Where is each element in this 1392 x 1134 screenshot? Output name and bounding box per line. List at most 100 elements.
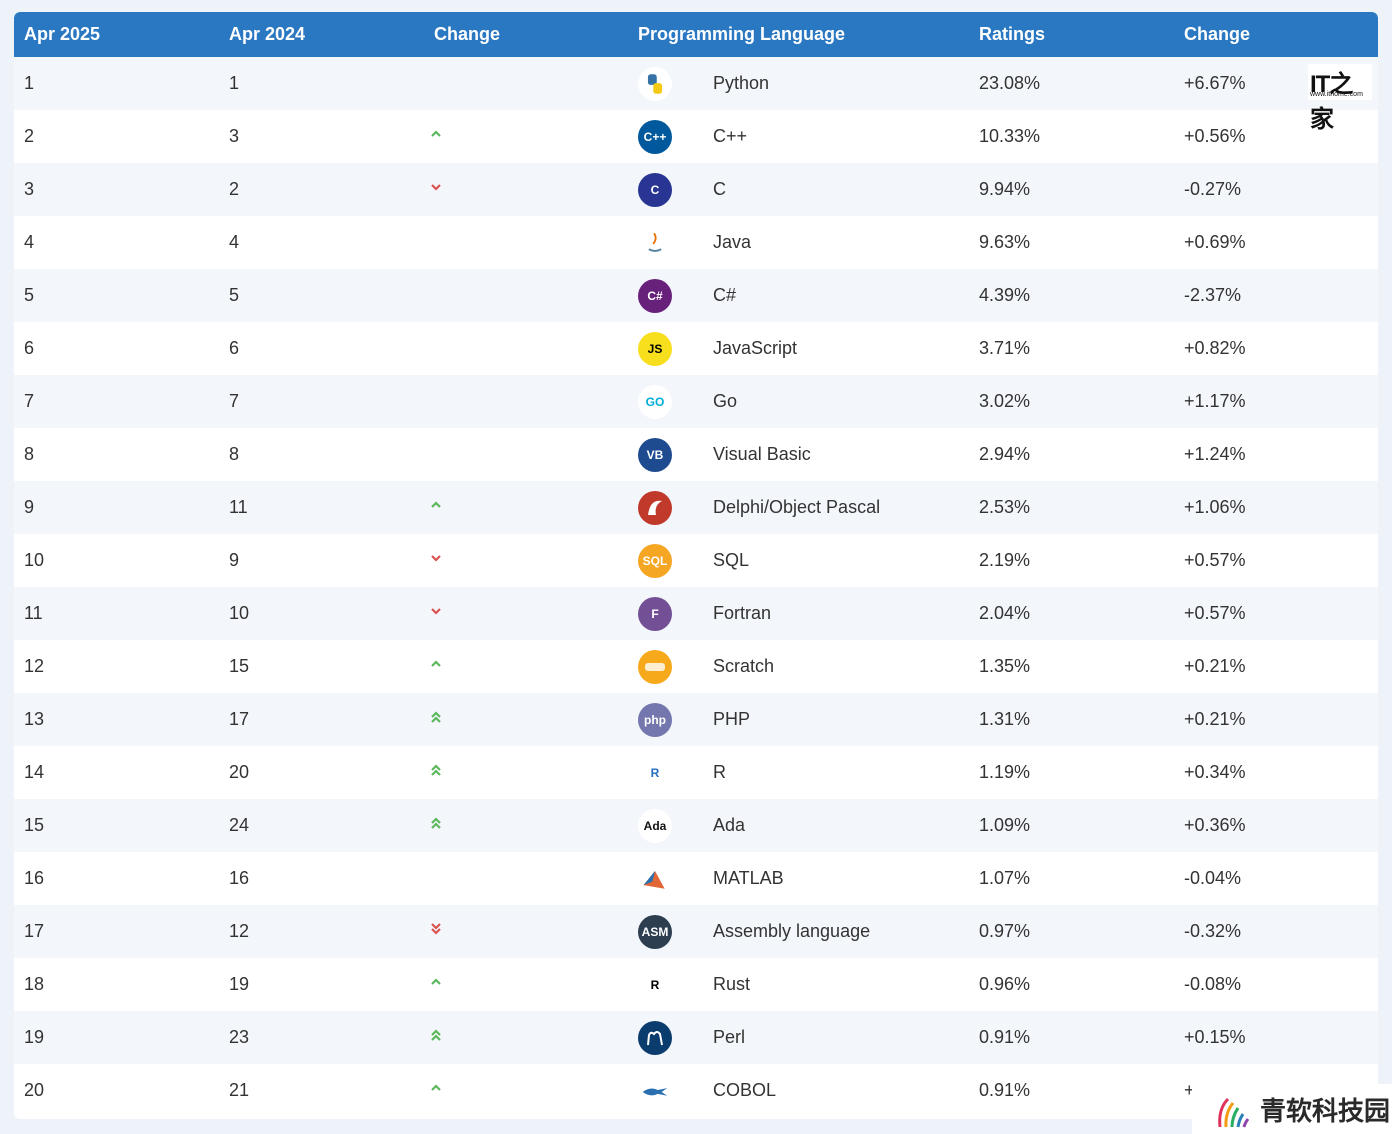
rating-value: 4.39% [979,285,1031,305]
trend-cell [424,972,629,997]
table-row: 7 7 GO Go 3.02% +1.17% [14,375,1378,428]
visual-basic-icon: VB [638,437,672,472]
rating-value: 2.19% [979,550,1031,570]
delphi-icon [638,490,672,525]
rank-previous: 6 [229,338,240,358]
ranking-table: Apr 2025 Apr 2024 Change Programming Lan… [14,12,1378,1119]
scratch-icon [638,649,672,684]
rank-previous: 8 [229,444,240,464]
site-logo-icon [1218,1097,1250,1128]
language-cell: R Rust [629,967,970,1002]
trend-cell [424,1078,629,1103]
table-row: 11 10 F Fortran 2.04% +0.57% [14,587,1378,640]
table-row: 17 12 ASM Assembly language 0.97% -0.32% [14,905,1378,958]
change-value: +0.21% [1184,656,1246,676]
language-name: JavaScript [713,338,798,358]
rating-value: 1.09% [979,815,1031,835]
language-cell: MATLAB [629,861,970,896]
trend-cell [424,601,629,626]
table-row: 4 4 Java 9.63% +0.69% [14,216,1378,269]
rating-value: 1.31% [979,709,1031,729]
change-value: +0.82% [1184,338,1246,358]
change-value: +6.67% [1184,73,1246,93]
language-name: C++ [713,126,748,146]
rank-previous: 2 [229,179,240,199]
language-name: Fortran [713,603,772,623]
language-cell: Python [629,66,970,101]
rank-current: 10 [24,550,45,570]
language-name: R [713,762,726,782]
header-change-percent[interactable]: Change [1184,24,1251,44]
header-ratings[interactable]: Ratings [979,24,1046,44]
header-language[interactable]: Programming Language [638,24,846,44]
language-name: Go [713,391,738,411]
rank-previous: 19 [229,974,250,994]
language-name: Perl [713,1027,746,1047]
table-row: 19 23 Perl 0.91% +0.15% [14,1011,1378,1064]
rank-previous: 5 [229,285,240,305]
language-cell: F Fortran [629,596,970,631]
table-row: 6 6 JS JavaScript 3.71% +0.82% [14,322,1378,375]
change-value: +0.21% [1184,709,1246,729]
table-row: 9 11 Delphi/Object Pascal 2.53% +1.06% [14,481,1378,534]
rating-value: 9.94% [979,179,1031,199]
table-row: 1 1 Python 23.08% +6.67% [14,57,1378,110]
language-cell: GO Go [629,384,970,419]
rating-value: 3.02% [979,391,1031,411]
trend-cell [424,813,629,838]
rating-value: 1.35% [979,656,1031,676]
change-value: -0.04% [1184,868,1242,888]
java-icon [638,225,672,260]
change-value: +0.69% [1184,232,1246,252]
arrow-down-icon [426,177,446,197]
arrow-up-icon [426,1025,446,1045]
language-cell: Scratch [629,649,970,684]
language-cell: COBOL [629,1073,970,1108]
table-row: 15 24 Ada Ada 1.09% +0.36% [14,799,1378,852]
language-name: C [713,179,726,199]
language-name: Java [713,232,752,252]
rank-current: 9 [24,497,35,517]
header-apr-2025[interactable]: Apr 2025 [24,24,101,44]
change-value: +0.57% [1184,603,1246,623]
rating-value: 0.91% [979,1080,1031,1100]
trend-cell [424,760,629,785]
language-cell: SQL SQL [629,543,970,578]
rank-current: 19 [24,1027,45,1047]
change-value: +1.17% [1184,391,1246,411]
change-value: +0.36% [1184,815,1246,835]
arrow-up-icon [426,972,446,992]
language-name: COBOL [713,1080,777,1100]
trend-cell [424,919,629,944]
table-row: 14 20 R R 1.19% +0.34% [14,746,1378,799]
rank-previous: 12 [229,921,250,941]
header-change[interactable]: Change [434,24,501,44]
header-apr-2024[interactable]: Apr 2024 [229,24,306,44]
change-value: +1.06% [1184,497,1246,517]
arrow-down-icon [426,919,446,939]
language-name: PHP [713,709,751,729]
language-cell: R R [629,755,970,790]
perl-icon [638,1020,672,1055]
rank-current: 13 [24,709,45,729]
language-name: Python [713,73,770,93]
rating-value: 0.97% [979,921,1031,941]
rank-previous: 23 [229,1027,250,1047]
rating-value: 2.04% [979,603,1031,623]
language-name: Ada [713,815,746,835]
language-cell: php PHP [629,702,970,737]
ada-icon: Ada [638,808,672,843]
rank-previous: 15 [229,656,250,676]
change-value: -0.27% [1184,179,1242,199]
rank-previous: 11 [229,497,248,517]
table-row: 13 17 php PHP 1.31% +0.21% [14,693,1378,746]
rating-value: 1.19% [979,762,1031,782]
rank-current: 2 [24,126,35,146]
php-icon: php [638,702,672,737]
rating-value: 2.94% [979,444,1031,464]
rating-value: 0.91% [979,1027,1031,1047]
cobol-icon [638,1073,672,1108]
site-watermark: 青软科技园 [1192,1084,1392,1134]
python-icon [638,66,672,101]
rank-current: 15 [24,815,45,835]
